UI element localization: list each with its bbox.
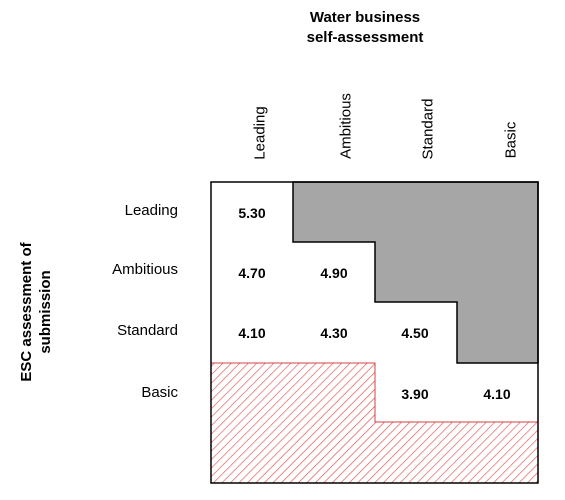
cell-standard-standard: 4.50: [401, 325, 429, 341]
cell-leading-leading: 5.30: [238, 205, 266, 221]
cell-basic-basic: 4.10: [483, 386, 511, 402]
row-header-ambitious: Ambitious: [112, 261, 178, 278]
cell-ambitious-leading: 4.70: [238, 265, 266, 281]
row-header-standard: Standard: [117, 322, 178, 339]
matrix-title: Water business self-assessment: [260, 8, 470, 48]
cell-standard-ambitious: 4.30: [320, 325, 348, 341]
title-line-1: Water business: [309, 9, 421, 26]
cell-standard-leading: 4.10: [238, 325, 266, 341]
cell-basic-standard: 3.90: [401, 386, 429, 402]
row-header-leading: Leading: [124, 202, 178, 219]
row-header-basic: Basic: [141, 384, 178, 401]
title-line-2: self-assessment: [306, 29, 424, 46]
matrix-border: [210, 181, 539, 484]
cell-ambitious-ambitious: 4.90: [320, 265, 348, 281]
